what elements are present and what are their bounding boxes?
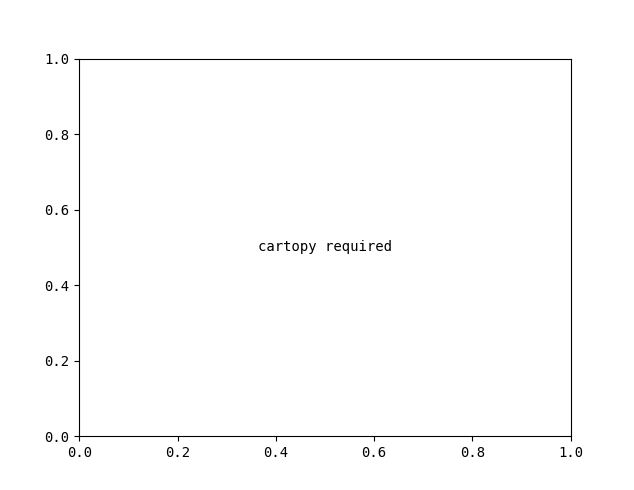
Text: cartopy required: cartopy required [258,241,392,254]
